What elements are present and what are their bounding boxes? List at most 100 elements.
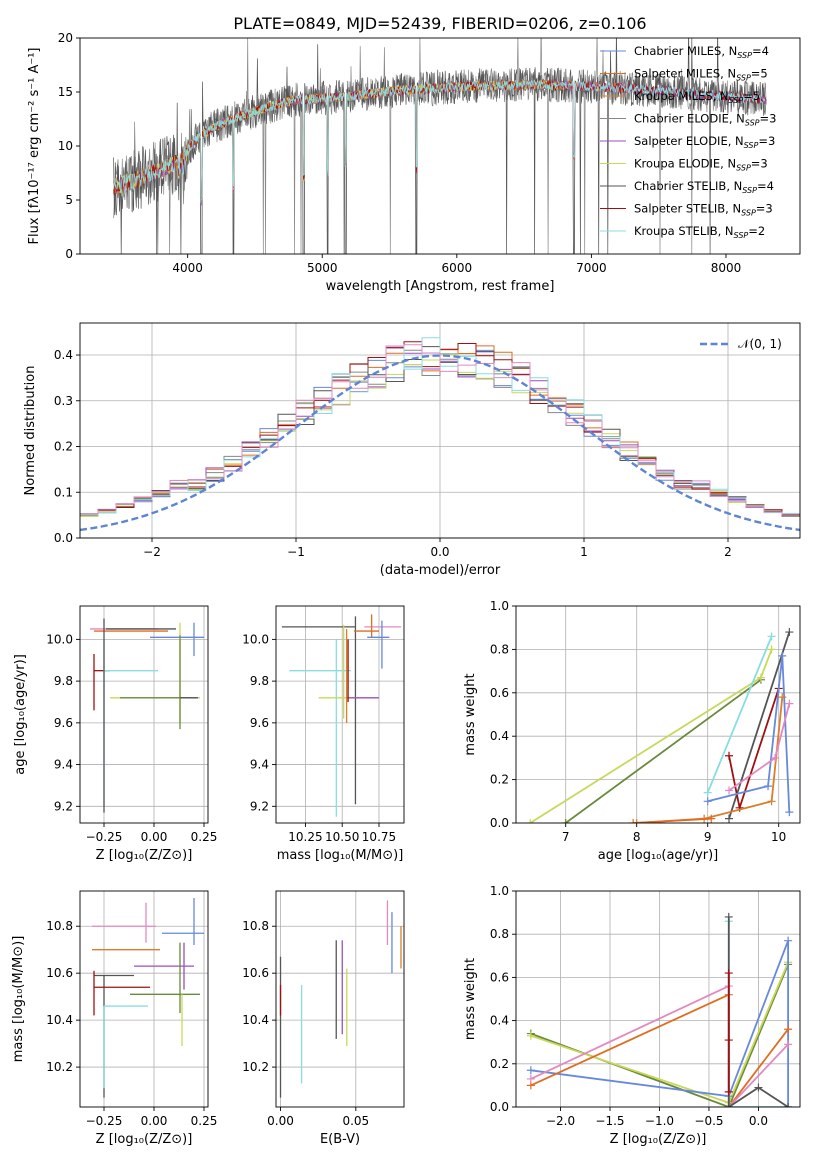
weight-marker [725,814,733,823]
legend-label: Kroupa STELIB, NSSP=2 [634,224,765,240]
tick-label-y: 9.6 [54,716,73,730]
legend-label: Kroupa MILES, NSSP=5 [634,89,760,105]
tick-label-x: −2 [143,545,161,559]
weight-marker [724,969,733,978]
tick-label-x: 7 [562,830,570,844]
weight-marker [629,819,638,823]
errorbar-area [281,614,402,817]
tick-label-y: 9.8 [250,674,269,688]
y-axis-label: Flux [fλ10⁻¹⁷ erg cm⁻² s⁻¹ A⁻¹] [27,48,42,245]
legend-label: Kroupa ELODIE, NSSP=3 [634,157,768,173]
tick-label-x: −1.5 [595,1114,624,1128]
tick-label-y: 0.6 [490,686,509,700]
panel-age-vs-mass: 10.25 10.50 10.75 9.2 9.4 9.6 9.8 10.0 mass [log… [242,605,405,863]
tick-label-y: 0.8 [490,642,509,656]
weight-marker [784,1040,793,1049]
weight-marker [735,803,744,812]
weight-marker [724,1036,733,1045]
tick-label-x: 9 [704,830,712,844]
y-axis-label: mass weight [463,673,478,755]
tick-label-x: 8000 [711,261,742,275]
tick-label-y: 0.2 [490,773,509,787]
tick-label-x: 0.05 [342,1114,369,1128]
weight-marker [526,1031,535,1040]
figure-title: PLATE=0849, MJD=52439, FIBERID=0206, z=0… [233,14,646,33]
weight-marker [764,782,773,791]
x-axis-label: (data-model)/error [380,563,501,578]
tick-label-y: 0.2 [490,1057,509,1071]
tick-label-y: 10 [58,139,73,153]
tick-label-y: 0.1 [54,485,73,499]
tick-label-x: 0.0 [430,545,449,559]
tick-label-y: 0.0 [490,1100,509,1114]
tick-label-x: −0.5 [694,1114,723,1128]
weight-marker [785,808,794,817]
tick-label-y: 9.2 [250,799,269,813]
tick-label-y: 0.4 [54,348,73,362]
tick-label-y: 10.2 [242,1060,269,1074]
tick-label-x: −0.25 [86,830,123,844]
errorbar-area [90,618,204,813]
axes-frame [79,890,209,1108]
weight-marker [703,797,712,806]
weight-marker [725,786,733,795]
weight-marker [756,673,765,682]
tick-label-x: 10 [771,830,786,844]
weight-marker [771,753,780,762]
histogram-series [80,344,800,516]
tick-label-x: 10.50 [325,830,359,844]
weight-line [636,697,784,823]
panel-residuals: −2 −1 0.0 1 2 0.0 0.1 0.2 0.3 0.4 𝒩(0, 1) (data-mod… [23,322,801,578]
spectrum-legend: Chabrier MILES, NSSP=4 Salpeter MILES, NS… [600,44,776,240]
legend-label: Chabrier ELODIE, NSSP=3 [634,112,776,128]
tick-label-x: 7000 [576,261,607,275]
x-axis-label: Z [log₁₀(Z/Z⊙)] [96,1132,193,1147]
tick-label-x: −0.25 [86,1114,123,1128]
residuals-plot-area [80,337,800,532]
tick-label-x: 10.25 [288,830,322,844]
weight-marker [703,788,712,797]
tick-label-x: 1 [580,545,588,559]
axes-frame [515,605,801,824]
weight-marker [707,814,716,823]
tick-label-y: 0 [65,247,73,261]
tick-label-x: 2 [724,545,732,559]
weight-marker [778,693,787,702]
weight-marker [785,628,794,637]
tick-label-y: 9.6 [250,716,269,730]
tick-label-y: 10.2 [46,1060,73,1074]
weight-marker [784,936,793,945]
weight-marker [561,819,570,823]
weight-marker [784,1103,793,1107]
tick-label-x: 6000 [442,261,473,275]
x-axis-label: wavelength [Angstrom, rest frame] [326,279,555,294]
weight-marker [767,797,776,806]
tick-label-y: 0.4 [490,729,509,743]
weight-marker [724,1103,733,1107]
legend-label: 𝒩(0, 1) [738,337,782,351]
tick-label-y: 0.3 [54,394,73,408]
weight-marker [526,1074,535,1083]
tick-label-x: 8 [633,830,641,844]
tick-label-y: 9.4 [54,758,73,772]
weight-line [706,636,773,793]
panels: 4000 5000 6000 7000 8000 0 5 10 15 20 Chabrier MIL… [11,31,801,1147]
legend-label: Salpeter STELIB, NSSP=3 [634,202,773,218]
legend-label: Salpeter ELODIE, NSSP=3 [634,134,775,150]
weight-marker [785,699,794,708]
tick-label-y: 10.6 [46,966,73,980]
y-axis-label: Normed distribution [23,366,38,496]
tick-label-y: 0.4 [490,1014,509,1028]
panel-spectrum: 4000 5000 6000 7000 8000 0 5 10 15 20 Chabrier MIL… [27,31,801,294]
tick-label-y: 15 [58,85,73,99]
weight-marker [778,651,787,660]
tick-label-y: 0.0 [54,531,73,545]
panel-mass-weight-vs-age: 7 8 9 10 0.0 0.2 0.4 0.6 0.8 1.0 age [log₁₀(age/yr… [463,599,801,863]
tick-label-y: 0.6 [490,970,509,984]
errorbar-area [92,898,204,1098]
errorbar-area [279,900,402,1098]
tick-label-y: 10.4 [242,1013,269,1027]
weight-line [633,817,712,823]
legend-label: Chabrier STELIB, NSSP=4 [634,179,774,195]
